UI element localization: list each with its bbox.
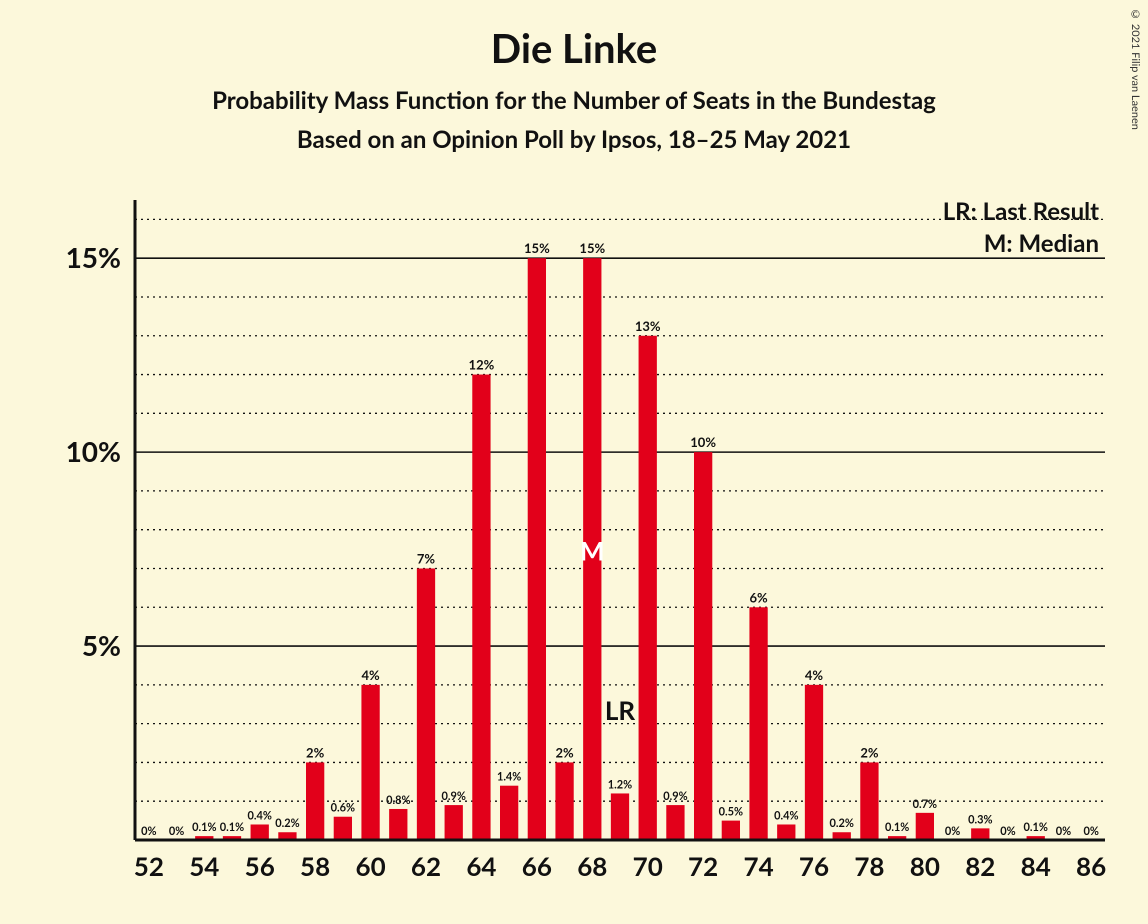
bar xyxy=(555,762,573,840)
bar xyxy=(666,805,684,840)
bar-value-label: 0.5% xyxy=(719,806,743,819)
bar-value-label: 2% xyxy=(306,744,325,760)
bar xyxy=(777,824,795,840)
bar-value-label: 6% xyxy=(749,589,768,605)
bar xyxy=(916,813,934,840)
median-marker: M xyxy=(580,535,605,567)
chart-title: Die Linke xyxy=(0,0,1148,72)
bar-value-label: 0.6% xyxy=(331,802,355,815)
bar xyxy=(445,805,463,840)
bar-value-label: 0.9% xyxy=(442,790,466,803)
bar-value-label: 0.1% xyxy=(220,821,244,834)
bar xyxy=(860,762,878,840)
bar xyxy=(500,786,518,840)
bar xyxy=(251,824,269,840)
bar-value-label: 10% xyxy=(690,434,716,450)
bar-value-label: 0.7% xyxy=(913,798,937,811)
bar-value-label: 13% xyxy=(635,318,661,334)
bar xyxy=(334,817,352,840)
bar-value-label: 1.4% xyxy=(497,771,521,784)
bar-value-label: 15% xyxy=(579,240,605,256)
bar-value-label: 0% xyxy=(945,825,960,838)
bar xyxy=(639,336,657,840)
bar-value-label: 15% xyxy=(524,240,550,256)
x-axis-label: 54 xyxy=(189,850,219,882)
bar-value-label: 2% xyxy=(555,744,574,760)
x-axis-label: 58 xyxy=(300,850,330,882)
x-axis-label: 60 xyxy=(355,850,385,882)
x-axis-label: 80 xyxy=(910,850,940,882)
y-axis-label: 10% xyxy=(66,434,121,468)
bar-value-label: 0.2% xyxy=(275,817,299,830)
x-axis-label: 68 xyxy=(577,850,607,882)
bar xyxy=(971,828,989,840)
x-axis-label: 70 xyxy=(633,850,663,882)
bar xyxy=(389,809,407,840)
last-result-marker: LR xyxy=(605,694,636,726)
x-axis-label: 56 xyxy=(245,850,275,882)
bar-value-label: 0.1% xyxy=(885,821,909,834)
x-axis-label: 64 xyxy=(466,850,496,882)
legend-last-result: LR: Last Result xyxy=(943,197,1099,226)
bar xyxy=(417,568,435,840)
bar xyxy=(361,685,379,840)
chart-subtitle-1: Probability Mass Function for the Number… xyxy=(0,86,1148,115)
bar xyxy=(805,685,823,840)
bar-value-label: 0.3% xyxy=(968,813,992,826)
bar xyxy=(611,793,629,840)
bar-value-label: 0% xyxy=(1000,825,1015,838)
bar-value-label: 0.1% xyxy=(1024,821,1048,834)
y-axis-label: 15% xyxy=(66,240,121,274)
bar xyxy=(528,258,546,840)
bar-value-label: 2% xyxy=(860,744,879,760)
x-axis-label: 52 xyxy=(134,850,164,882)
bar-value-label: 0% xyxy=(1056,825,1071,838)
bar xyxy=(472,375,490,840)
copyright-text: © 2021 Filip van Laenen xyxy=(1129,8,1142,130)
bar xyxy=(749,607,767,840)
legend-median: M: Median xyxy=(984,229,1099,258)
bar-value-label: 0.8% xyxy=(386,794,410,807)
y-axis-label: 5% xyxy=(82,628,121,662)
x-axis-label: 82 xyxy=(965,850,995,882)
bar-value-label: 1.2% xyxy=(608,778,632,791)
bar-value-label: 0% xyxy=(169,825,184,838)
bar-value-label: 0% xyxy=(141,825,156,838)
x-axis-label: 74 xyxy=(743,850,773,882)
x-axis-label: 84 xyxy=(1021,850,1051,882)
x-axis-label: 66 xyxy=(522,850,552,882)
x-axis-label: 78 xyxy=(854,850,884,882)
chart-container: 5%10%15%0%0%0.1%0.1%0.4%0.2%2%0.6%4%0.8%… xyxy=(60,190,1110,890)
bar-value-label: 0.9% xyxy=(663,790,687,803)
bar xyxy=(722,821,740,840)
bar-value-label: 7% xyxy=(417,550,436,566)
x-axis-label: 86 xyxy=(1076,850,1106,882)
bar xyxy=(694,452,712,840)
bar xyxy=(306,762,324,840)
bar-value-label: 0.1% xyxy=(192,821,216,834)
bar-value-label: 0.2% xyxy=(830,817,854,830)
chart-subtitle-2: Based on an Opinion Poll by Ipsos, 18–25… xyxy=(0,125,1148,154)
x-axis-label: 76 xyxy=(799,850,829,882)
bar-value-label: 12% xyxy=(469,357,495,373)
x-axis-label: 72 xyxy=(688,850,718,882)
page: Die Linke Probability Mass Function for … xyxy=(0,0,1148,924)
bar-value-label: 4% xyxy=(805,667,824,683)
bar-value-label: 0.4% xyxy=(774,809,798,822)
bar-value-label: 4% xyxy=(361,667,380,683)
chart-svg: 5%10%15%0%0%0.1%0.1%0.4%0.2%2%0.6%4%0.8%… xyxy=(60,190,1110,890)
bar-value-label: 0.4% xyxy=(248,809,272,822)
x-axis-label: 62 xyxy=(411,850,441,882)
bar-value-label: 0% xyxy=(1083,825,1098,838)
